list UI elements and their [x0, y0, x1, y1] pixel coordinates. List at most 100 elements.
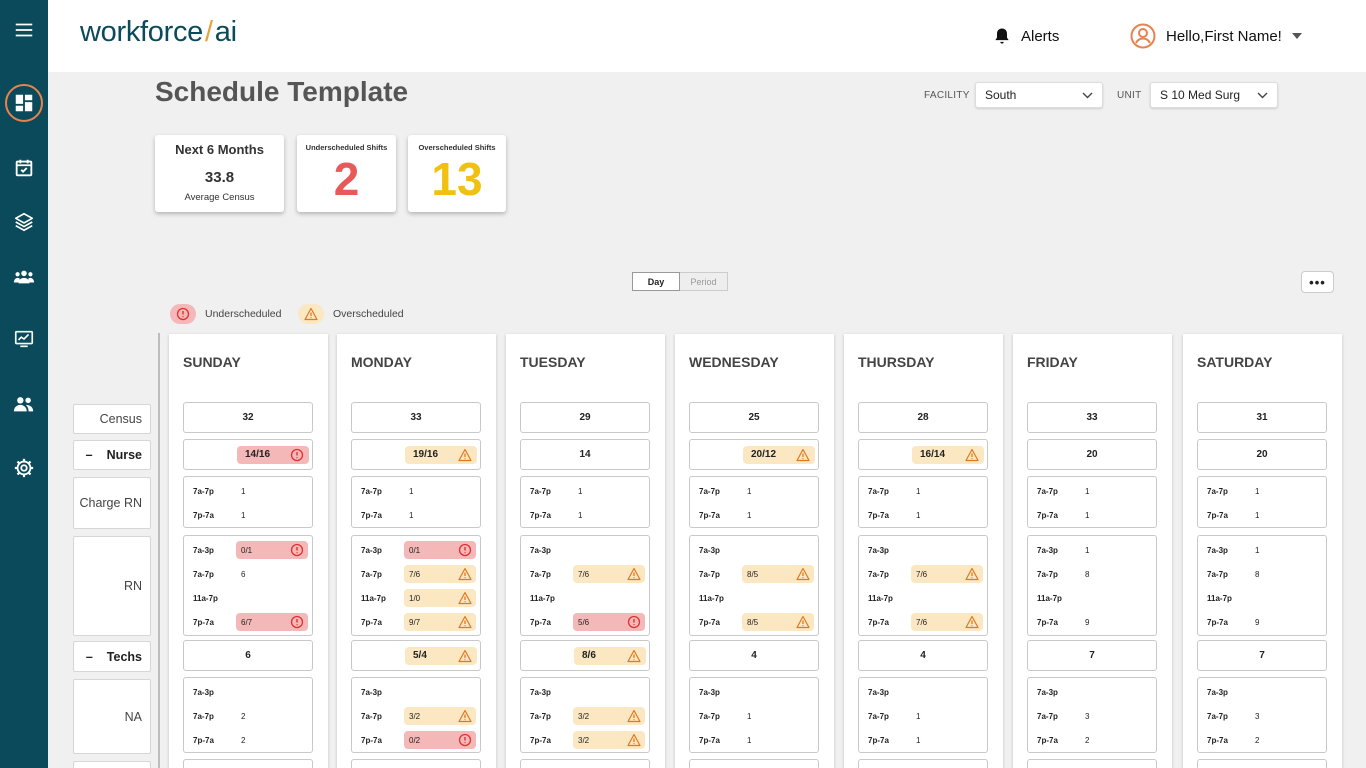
- shift-row: 7a-3p 1: [1198, 541, 1328, 559]
- shift-badge: 0/1: [404, 541, 476, 559]
- charge-rn-cell[interactable]: 7a-7p 1 7p-7a 1: [689, 476, 819, 528]
- sidebar-item-schedule[interactable]: [0, 148, 48, 188]
- shift-row: 7a-7p 1: [1198, 482, 1328, 500]
- census-cell[interactable]: 28: [858, 402, 988, 433]
- logo[interactable]: workforce/ai: [80, 16, 237, 48]
- nurse-cell[interactable]: 19/16: [351, 439, 481, 470]
- row-label-techs[interactable]: – Techs: [73, 641, 151, 672]
- overscheduled-stat-card: Overscheduled Shifts 13: [408, 135, 506, 212]
- row-label-nurse[interactable]: – Nurse: [73, 440, 151, 470]
- na-cell[interactable]: 7a-3p 7a-7p 2 7p-7a 2: [183, 677, 313, 753]
- shift-label: 7a-3p: [193, 546, 214, 555]
- sidebar-item-layers[interactable]: [0, 202, 48, 242]
- rn-cell[interactable]: 7a-3p 0/1 7a-7p 6 11a-7p 7p-7a 6/7: [183, 535, 313, 636]
- shift-row: 7a-3p: [859, 541, 989, 559]
- shift-value: 1: [747, 511, 752, 520]
- nurse-cell[interactable]: 20: [1027, 439, 1157, 470]
- toggle-day[interactable]: Day: [632, 272, 680, 291]
- na-cell[interactable]: 7a-3p 7a-7p 1 7p-7a 1: [858, 677, 988, 753]
- alerts-button[interactable]: Alerts: [992, 25, 1059, 47]
- census-cell[interactable]: 31: [1197, 402, 1327, 433]
- warning-triangle-icon: [965, 567, 979, 581]
- user-menu[interactable]: Hello,First Name!: [1130, 23, 1302, 49]
- techs-cell[interactable]: 6: [183, 640, 313, 671]
- more-options-button[interactable]: •••: [1301, 271, 1334, 293]
- techs-cell[interactable]: 5/4: [351, 640, 481, 671]
- shift-row: 7a-3p: [184, 683, 314, 701]
- nurse-cell-badge: 19/16: [405, 445, 477, 464]
- sidebar-item-people[interactable]: [0, 384, 48, 424]
- rn-cell[interactable]: 7a-3p 7a-7p 7/6 11a-7p 7p-7a 7/6: [858, 535, 988, 636]
- na-cell[interactable]: 7a-3p 7a-7p 3/2 7p-7a 3/2: [520, 677, 650, 753]
- charge-rn-cell[interactable]: 7a-7p 1 7p-7a 1: [183, 476, 313, 528]
- rn-cell[interactable]: 7a-3p 7a-7p 8/5 11a-7p 7p-7a 8/5: [689, 535, 819, 636]
- next-row-cell[interactable]: [1027, 759, 1157, 768]
- na-cell[interactable]: 7a-3p 7a-7p 3 7p-7a 2: [1197, 677, 1327, 753]
- na-cell[interactable]: 7a-3p 7a-7p 3 7p-7a 2: [1027, 677, 1157, 753]
- layers-icon: [14, 212, 34, 232]
- shift-label: 11a-7p: [193, 594, 218, 603]
- nurse-cell[interactable]: 16/14: [858, 439, 988, 470]
- census-cell[interactable]: 33: [351, 402, 481, 433]
- sidebar-item-settings[interactable]: [0, 448, 48, 488]
- user-greeting: Hello,First Name!: [1166, 27, 1282, 45]
- sidebar-item-reports[interactable]: [0, 319, 48, 359]
- shift-value: 1: [916, 511, 921, 520]
- charge-rn-cell[interactable]: 7a-7p 1 7p-7a 1: [1027, 476, 1157, 528]
- census-cell[interactable]: 32: [183, 402, 313, 433]
- techs-cell[interactable]: 4: [858, 640, 988, 671]
- techs-cell[interactable]: 7: [1027, 640, 1157, 671]
- collapse-techs-icon[interactable]: –: [85, 649, 93, 664]
- nurse-cell[interactable]: 20/12: [689, 439, 819, 470]
- shift-row: 7p-7a 0/2: [352, 731, 482, 749]
- charge-rn-cell[interactable]: 7a-7p 1 7p-7a 1: [351, 476, 481, 528]
- hamburger-icon[interactable]: [0, 10, 48, 50]
- next-row-cell[interactable]: [689, 759, 819, 768]
- unit-select[interactable]: S 10 Med Surg: [1150, 82, 1278, 108]
- na-cell[interactable]: 7a-3p 7a-7p 3/2 7p-7a 0/2: [351, 677, 481, 753]
- charge-rn-cell[interactable]: 7a-7p 1 7p-7a 1: [858, 476, 988, 528]
- alerts-label: Alerts: [1021, 27, 1060, 45]
- shift-label: 7p-7a: [699, 511, 720, 520]
- sidebar-item-team[interactable]: [0, 257, 48, 297]
- nurse-cell[interactable]: 14: [520, 439, 650, 470]
- next-row-cell[interactable]: [1197, 759, 1327, 768]
- na-cell[interactable]: 7a-3p 7a-7p 1 7p-7a 1: [689, 677, 819, 753]
- shift-value: 9: [1255, 618, 1260, 627]
- collapse-nurse-icon[interactable]: –: [85, 448, 93, 462]
- team-icon: [13, 270, 35, 284]
- warning-triangle-icon: [627, 649, 641, 663]
- unit-value: S 10 Med Surg: [1160, 88, 1241, 102]
- census-cell[interactable]: 25: [689, 402, 819, 433]
- nurse-cell-value: 19/16: [413, 449, 439, 460]
- toggle-period[interactable]: Period: [680, 272, 728, 291]
- techs-cell[interactable]: 8/6: [520, 640, 650, 671]
- census-cell-value: 29: [579, 412, 591, 423]
- shift-label: 7a-3p: [361, 688, 382, 697]
- day-name: SATURDAY: [1197, 354, 1273, 370]
- techs-cell[interactable]: 7: [1197, 640, 1327, 671]
- rn-cell[interactable]: 7a-3p 1 7a-7p 8 11a-7p 7p-7a 9: [1027, 535, 1157, 636]
- sidebar-item-dashboard[interactable]: [0, 83, 48, 123]
- next-row-cell[interactable]: [520, 759, 650, 768]
- chevron-down-icon: [1082, 92, 1093, 98]
- nurse-cell[interactable]: 14/16: [183, 439, 313, 470]
- next-row-cell[interactable]: [858, 759, 988, 768]
- census-cell[interactable]: 33: [1027, 402, 1157, 433]
- census-cell[interactable]: 29: [520, 402, 650, 433]
- next-row-cell[interactable]: [183, 759, 313, 768]
- user-circle-icon: [1130, 23, 1156, 49]
- shift-badge: 1/0: [404, 589, 476, 607]
- rn-cell[interactable]: 7a-3p 7a-7p 7/6 11a-7p 7p-7a 5/6: [520, 535, 650, 636]
- rn-cell[interactable]: 7a-3p 1 7a-7p 8 11a-7p 7p-7a 9: [1197, 535, 1327, 636]
- charge-rn-cell[interactable]: 7a-7p 1 7p-7a 1: [1197, 476, 1327, 528]
- rn-cell[interactable]: 7a-3p 0/1 7a-7p 7/6 11a-7p 1/0 7p-7a 9/7: [351, 535, 481, 636]
- next-row-cell[interactable]: [351, 759, 481, 768]
- day-name: FRIDAY: [1027, 354, 1078, 370]
- techs-cell[interactable]: 4: [689, 640, 819, 671]
- nurse-cell[interactable]: 20: [1197, 439, 1327, 470]
- shift-row: 7a-7p 1: [352, 482, 482, 500]
- shift-value: 1: [916, 712, 921, 721]
- charge-rn-cell[interactable]: 7a-7p 1 7p-7a 1: [520, 476, 650, 528]
- facility-select[interactable]: South: [975, 82, 1103, 108]
